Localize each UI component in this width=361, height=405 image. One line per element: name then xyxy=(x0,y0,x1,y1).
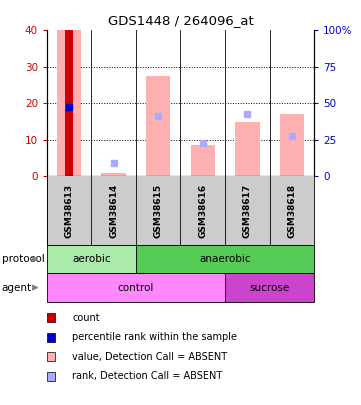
Bar xyxy=(65,30,73,176)
Text: GSM38616: GSM38616 xyxy=(198,183,207,238)
Bar xyxy=(235,122,260,176)
Bar xyxy=(47,273,225,302)
Text: percentile rank within the sample: percentile rank within the sample xyxy=(72,333,237,342)
Text: rank, Detection Call = ABSENT: rank, Detection Call = ABSENT xyxy=(72,371,222,381)
Text: anaerobic: anaerobic xyxy=(199,254,251,264)
Bar xyxy=(136,245,314,273)
Bar xyxy=(101,173,126,176)
Text: GSM38613: GSM38613 xyxy=(65,183,74,238)
Text: GSM38618: GSM38618 xyxy=(287,183,296,238)
Text: protocol: protocol xyxy=(2,254,44,264)
Text: GSM38614: GSM38614 xyxy=(109,183,118,238)
Text: sucrose: sucrose xyxy=(249,283,290,292)
Text: count: count xyxy=(72,313,100,323)
Text: aerobic: aerobic xyxy=(72,254,111,264)
Text: control: control xyxy=(118,283,154,292)
Text: GSM38615: GSM38615 xyxy=(154,183,163,238)
Bar xyxy=(225,273,314,302)
Bar xyxy=(191,145,215,176)
Text: agent: agent xyxy=(2,283,32,292)
Bar xyxy=(146,76,170,176)
Text: GDS1448 / 264096_at: GDS1448 / 264096_at xyxy=(108,14,253,27)
Text: value, Detection Call = ABSENT: value, Detection Call = ABSENT xyxy=(72,352,227,362)
Bar xyxy=(279,114,304,176)
Text: GSM38617: GSM38617 xyxy=(243,183,252,238)
Bar xyxy=(47,245,136,273)
Bar xyxy=(57,30,82,176)
